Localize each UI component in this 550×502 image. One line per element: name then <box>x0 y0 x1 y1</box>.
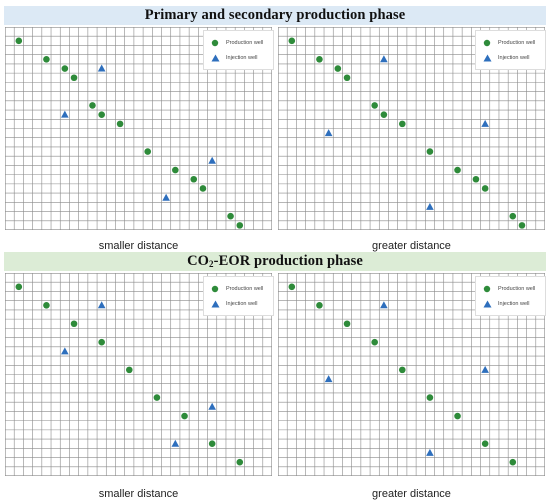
production-well-marker <box>288 37 296 45</box>
production-well-marker <box>334 65 342 72</box>
production-well-marker <box>426 148 434 155</box>
injection-well-marker <box>171 439 180 447</box>
production-well-marker <box>208 440 216 448</box>
production-well-marker <box>236 458 244 466</box>
injection-well-marker <box>162 193 170 201</box>
production-well-marker <box>371 102 378 109</box>
title-subscript: 2 <box>209 259 214 269</box>
production-well-icon <box>476 39 498 47</box>
production-well-marker <box>227 212 234 220</box>
production-well-icon <box>204 39 226 47</box>
injection-well-icon <box>476 300 498 308</box>
grid-lines <box>278 273 545 476</box>
production-well-marker <box>43 55 50 63</box>
production-well-marker <box>153 394 161 401</box>
production-well-marker <box>454 412 461 420</box>
injection-well-marker <box>380 301 388 309</box>
injection-well-marker <box>426 202 434 210</box>
production-well-marker <box>61 65 69 72</box>
legend-top-right: Production well Injection well <box>475 30 546 70</box>
injection-well-marker <box>324 375 333 383</box>
production-well-marker <box>316 55 323 63</box>
production-well-marker <box>398 366 406 374</box>
legend-production-label: Production well <box>226 286 264 292</box>
grid-lines <box>5 273 272 476</box>
banner-co2-eor: CO2-EOR production phase <box>4 252 546 271</box>
production-well-marker <box>509 458 517 466</box>
legend-injection-label: Injection well <box>498 301 530 307</box>
production-well-marker <box>15 37 23 45</box>
injection-well-icon <box>476 54 498 62</box>
injection-well-marker <box>208 156 216 164</box>
production-well-marker <box>190 175 198 183</box>
production-well-marker <box>70 74 78 82</box>
injection-well-marker <box>481 365 489 373</box>
production-well-marker <box>371 338 378 346</box>
production-well-marker <box>43 301 50 309</box>
legend-injection-label: Injection well <box>226 55 258 61</box>
banner-title: CO2-EOR production phase <box>187 253 363 270</box>
panel-caption-top-left: smaller distance <box>98 240 179 252</box>
production-well-marker <box>454 166 461 174</box>
production-well-marker <box>98 338 105 346</box>
legend-injection-label: Injection well <box>498 55 530 61</box>
production-well-marker <box>343 320 351 328</box>
production-well-marker <box>518 222 526 229</box>
legend-injection-label: Injection well <box>226 301 258 307</box>
production-well-icon <box>204 285 226 293</box>
injection-well-marker <box>324 129 333 137</box>
injection-well-marker <box>426 448 434 456</box>
injection-well-marker <box>380 55 388 63</box>
production-well-icon <box>476 285 498 293</box>
injection-well-icon <box>204 54 226 62</box>
panel-caption-bottom-left: smaller distance <box>98 488 179 500</box>
production-well-marker <box>509 212 517 220</box>
production-well-marker <box>89 102 96 109</box>
panel-caption-top-right: greater distance <box>372 240 451 252</box>
banner-primary-secondary: Primary and secondary production phase <box>4 6 546 25</box>
production-well-marker <box>172 166 179 174</box>
legend-production-label: Production well <box>226 40 264 46</box>
injection-well-marker <box>97 301 106 309</box>
production-well-marker <box>236 222 244 229</box>
title-prefix: CO <box>187 253 210 269</box>
legend-production-label: Production well <box>498 286 536 292</box>
production-well-marker <box>472 175 480 183</box>
production-well-marker <box>144 148 152 155</box>
production-well-marker <box>380 111 388 118</box>
production-well-marker <box>199 185 207 192</box>
title-suffix: -EOR production phase <box>213 253 363 269</box>
production-well-marker <box>316 301 323 309</box>
injection-well-marker <box>61 347 69 355</box>
production-well-marker <box>70 320 78 328</box>
production-well-marker <box>343 74 351 82</box>
legend-top-left: Production well Injection well <box>203 30 274 70</box>
production-well-marker <box>288 283 296 291</box>
production-well-marker <box>15 283 23 291</box>
panel-caption-bottom-right: greater distance <box>372 488 451 500</box>
legend-bottom-left: Production well Injection well <box>203 276 274 316</box>
production-well-marker <box>181 412 188 420</box>
production-well-marker <box>116 120 124 128</box>
injection-well-marker <box>208 402 216 410</box>
production-well-marker <box>125 366 133 374</box>
injection-well-marker <box>481 119 489 127</box>
banner-title: Primary and secondary production phase <box>144 7 406 23</box>
injection-well-icon <box>204 300 226 308</box>
injection-well-marker <box>97 64 106 72</box>
production-well-marker <box>481 185 489 192</box>
legend-bottom-right: Production well Injection well <box>475 276 546 316</box>
production-well-marker <box>426 394 434 401</box>
production-well-marker <box>98 111 105 118</box>
legend-production-label: Production well <box>498 40 536 46</box>
production-well-marker <box>481 440 489 448</box>
production-well-marker <box>398 120 406 128</box>
injection-well-marker <box>61 110 69 118</box>
